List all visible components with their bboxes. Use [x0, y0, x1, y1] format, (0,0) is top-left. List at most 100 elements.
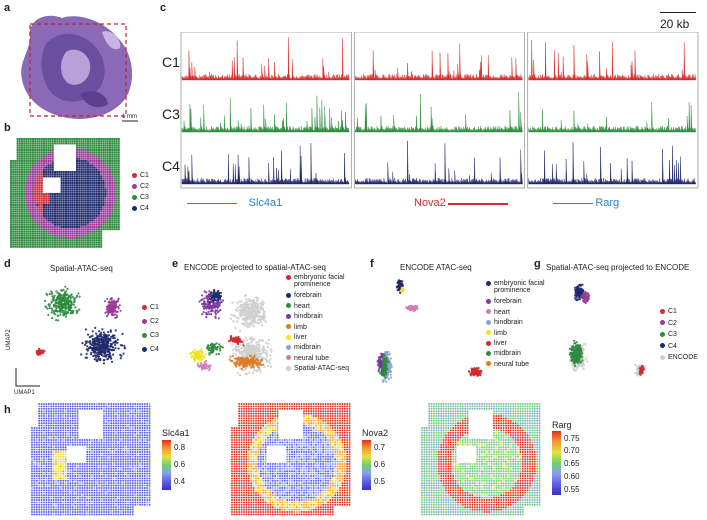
spatial-pixel	[32, 239, 34, 242]
spatial-pixel	[87, 241, 89, 244]
scatter-point	[90, 353, 93, 356]
spatial-pixel	[87, 223, 89, 226]
scatter-point	[387, 370, 390, 373]
spatial-pixel	[43, 171, 45, 173]
spatial-pixel	[87, 164, 89, 167]
spatial-pixel	[117, 195, 120, 198]
spatial-pixel	[98, 186, 100, 189]
spatial-pixel	[29, 182, 32, 184]
spatial-pixel	[62, 184, 65, 187]
spatial-pixel	[106, 210, 109, 213]
spatial-pixel	[29, 149, 32, 151]
spatial-pixel	[78, 234, 81, 237]
spatial-pixel	[106, 193, 109, 195]
spatial-pixel	[69, 239, 72, 242]
spatial-pixel	[40, 168, 43, 171]
spatial-pixel	[82, 221, 85, 224]
spatial-pixel	[76, 155, 78, 158]
scatter-point	[212, 350, 215, 353]
spatial-pixel	[106, 226, 109, 228]
spatial-pixel	[14, 243, 17, 246]
scatter-point	[109, 308, 112, 312]
spatial-pixel	[51, 221, 54, 224]
spatial-pixel	[62, 223, 65, 226]
spatial-pixel	[104, 190, 107, 193]
spatial-pixel	[34, 186, 37, 189]
spatial-pixel	[16, 193, 19, 195]
scatter-point	[122, 352, 125, 355]
spatial-pixel	[98, 223, 100, 226]
spatial-pixel	[18, 221, 21, 224]
scatter-point	[265, 354, 268, 358]
spatial-pixel	[43, 215, 45, 217]
spatial-pixel	[82, 162, 85, 165]
spatial-pixel	[73, 175, 76, 178]
spatial-pixel	[87, 245, 89, 248]
spatial-pixel	[82, 208, 85, 211]
scatter-point	[88, 347, 91, 350]
scatter-point	[219, 295, 222, 298]
spatial-pixel	[111, 175, 114, 178]
scatter-point	[234, 326, 237, 330]
spatial-pixel	[98, 188, 100, 191]
spatial-pixel	[34, 226, 37, 228]
scatter-point	[98, 330, 101, 333]
spatial-pixel	[62, 217, 65, 220]
spatial-pixel	[65, 234, 67, 237]
spatial-pixel	[43, 138, 45, 140]
spatial-pixel	[58, 243, 61, 246]
spatial-pixel	[12, 166, 15, 169]
spatial-pixel	[98, 215, 100, 217]
spatial-pixel	[78, 168, 81, 171]
spatial-pixel	[49, 160, 52, 162]
spatial-pixel	[21, 206, 23, 209]
spatial-pixel	[102, 188, 105, 191]
spatial-pixel	[115, 204, 118, 206]
spatial-pixel	[82, 177, 85, 180]
spatial-pixel	[69, 230, 72, 233]
spatial-pixel	[117, 162, 120, 165]
scatter-point	[64, 315, 68, 318]
scatter-point	[77, 292, 80, 295]
scatter-point	[98, 341, 101, 344]
scatter-point	[205, 306, 208, 309]
spatial-pixel	[91, 160, 94, 162]
spatial-pixel	[113, 221, 116, 224]
scatter-point	[387, 350, 390, 353]
spatial-pixel	[69, 223, 72, 226]
spatial-pixel	[43, 149, 45, 151]
scatter-point	[207, 366, 210, 369]
spatial-pixel	[47, 164, 50, 167]
spatial-pixel	[14, 190, 17, 193]
spatial-pixel	[16, 232, 19, 235]
spatial-pixel	[69, 171, 72, 173]
spatial-pixel	[84, 201, 87, 204]
spatial-pixel	[89, 151, 92, 154]
scatter-point	[253, 320, 256, 323]
spatial-pixel	[78, 206, 81, 209]
spatial-pixel	[84, 149, 87, 151]
scatter-point	[100, 349, 103, 352]
spatial-pixel	[10, 190, 12, 193]
spatial-pixel	[67, 228, 70, 231]
spatial-pixel	[91, 237, 94, 239]
scatter-point	[114, 347, 117, 350]
spatial-pixel	[80, 146, 83, 149]
spatial-pixel	[95, 237, 98, 239]
spatial-pixel	[45, 164, 48, 167]
legend-item: limb	[286, 324, 307, 331]
spatial-pixel	[49, 212, 52, 215]
scatter-point	[63, 300, 66, 304]
spatial-pixel	[80, 173, 83, 176]
spatial-pixel	[25, 228, 28, 231]
spatial-pixel	[80, 234, 83, 237]
spatial-pixel	[23, 166, 26, 169]
spatial-pixel	[98, 245, 100, 248]
spatial-pixel	[29, 160, 32, 162]
spatial-pixel	[93, 193, 96, 195]
spatial-pixel	[27, 164, 30, 167]
scatter-point	[388, 363, 391, 366]
spatial-pixel	[25, 232, 28, 235]
spatial-pixel	[95, 215, 98, 217]
scatter-point	[382, 364, 386, 367]
